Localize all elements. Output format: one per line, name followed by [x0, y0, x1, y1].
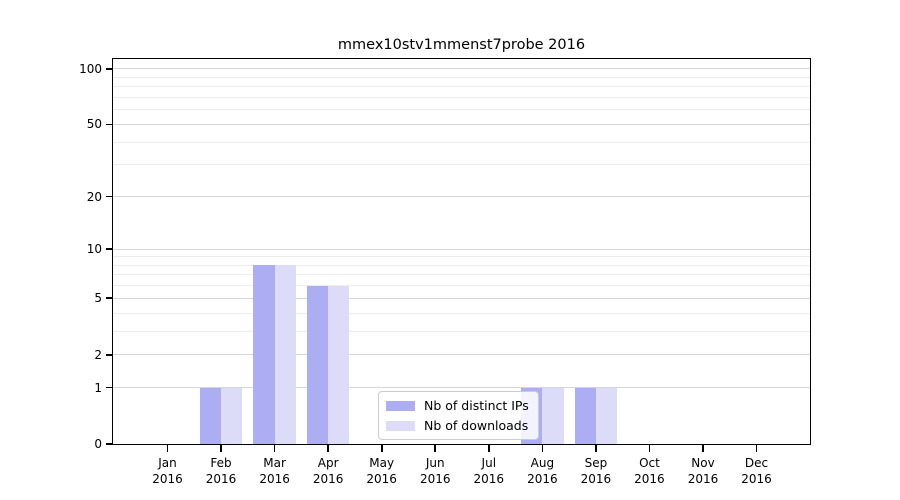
x-tick-label: Jan 2016: [152, 456, 183, 486]
y-tick-label: 0: [94, 437, 102, 451]
legend-swatch: [386, 400, 415, 411]
gridline-minor: [113, 274, 810, 276]
x-tick: [648, 445, 651, 452]
legend-item: Nb of distinct IPs: [386, 397, 529, 414]
gridline-minor: [113, 86, 810, 88]
gridline-major: [113, 196, 810, 197]
x-tick: [595, 445, 597, 452]
y-tick: [106, 443, 113, 445]
bar-nb-of-distinct-ips-apr: [306, 285, 329, 444]
gridline-minor: [113, 285, 810, 287]
gridline-minor: [113, 141, 810, 143]
x-tick-label: May 2016: [366, 456, 397, 486]
x-tick: [755, 445, 758, 452]
legend: Nb of distinct IPs Nb of downloads: [378, 391, 539, 440]
x-tick-label: Jun 2016: [419, 456, 451, 486]
x-tick-label: Feb 2016: [205, 456, 237, 486]
chart-title: mmex10stv1mmenst7probe 2016: [337, 37, 586, 53]
gridline-major: [113, 123, 810, 125]
gridline-minor: [113, 164, 810, 166]
legend-item: Nb of downloads: [386, 417, 529, 434]
plot-area: [112, 58, 811, 445]
bar-nb-of-downloads-mar: [274, 265, 296, 444]
gridline-minor: [113, 76, 810, 78]
x-tick: [702, 445, 704, 452]
bar-nb-of-downloads-feb: [221, 387, 243, 444]
legend-swatch: [386, 420, 415, 431]
y-tick: [106, 67, 113, 70]
gridline-minor: [113, 312, 810, 314]
y-tick-label: 20: [86, 189, 102, 204]
x-tick: [273, 445, 276, 452]
x-tick: [380, 445, 383, 452]
x-tick: [327, 445, 329, 452]
y-tick-label: 1: [94, 380, 102, 395]
legend-item-label: Nb of distinct IPs: [424, 398, 529, 413]
legend-item-label: Nb of downloads: [424, 418, 529, 433]
gridline-major: [113, 297, 810, 299]
gridline-major: [113, 68, 810, 70]
gridline-major: [113, 354, 810, 356]
x-tick-label: Oct 2016: [634, 456, 665, 486]
x-tick-label: Sep 2016: [580, 456, 612, 486]
x-tick-label: Nov 2016: [687, 456, 719, 486]
y-tick: [106, 195, 113, 198]
bar-nb-of-distinct-ips-sep: [574, 387, 596, 444]
y-tick: [106, 353, 113, 356]
x-tick: [166, 445, 169, 452]
bar-nb-of-downloads-sep: [595, 387, 618, 444]
y-tick: [106, 386, 113, 389]
bar-nb-of-downloads-aug: [542, 387, 564, 444]
x-tick: [220, 445, 222, 452]
gridline-minor: [113, 256, 810, 258]
y-tick-label: 100: [79, 61, 102, 76]
x-tick: [487, 445, 490, 452]
x-tick-label: Apr 2016: [312, 456, 344, 486]
y-tick-label: 5: [94, 291, 102, 306]
x-tick-label: Dec 2016: [741, 456, 772, 486]
y-tick: [106, 297, 113, 300]
y-tick-label: 2: [94, 347, 102, 362]
y-tick-label: 10: [86, 242, 102, 257]
y-tick: [106, 248, 113, 250]
gridline-minor: [113, 109, 810, 111]
x-tick-label: Jul 2016: [473, 456, 505, 486]
bar-nb-of-distinct-ips-feb: [199, 387, 222, 444]
x-tick-label: Mar 2016: [259, 456, 290, 486]
gridline-minor: [113, 330, 810, 332]
x-tick: [541, 445, 544, 452]
bar-nb-of-downloads-apr: [328, 285, 350, 444]
gridline-minor: [113, 96, 810, 98]
y-tick-label: 50: [86, 117, 102, 132]
gridline-major: [113, 248, 810, 250]
gridline-major: [113, 387, 810, 389]
x-tick-label: Aug 2016: [527, 456, 558, 486]
bar-nb-of-distinct-ips-mar: [253, 265, 275, 444]
gridline-minor: [113, 264, 810, 266]
x-tick: [434, 445, 437, 452]
y-tick: [106, 123, 113, 126]
